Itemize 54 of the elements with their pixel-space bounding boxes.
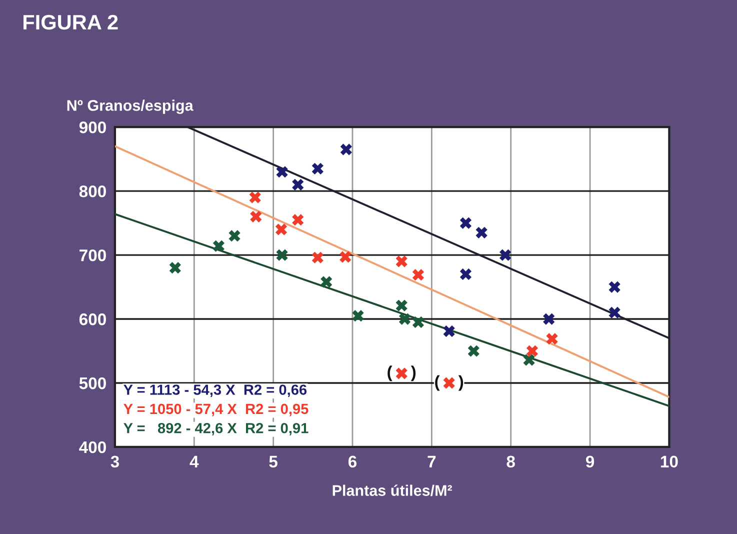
point [212, 240, 224, 252]
point [543, 313, 555, 325]
y-tick-label: 900 [79, 121, 106, 134]
point [312, 252, 324, 264]
point [275, 224, 288, 236]
annotation: Y = 1113 - 54,3 X R2 = 0,66 [124, 384, 307, 398]
y-tick-label: 700 [80, 249, 106, 262]
point [292, 178, 304, 190]
point [608, 281, 620, 293]
annotation: ( ) [388, 366, 416, 382]
y-tick-label: 400 [79, 441, 106, 454]
y-tick-label: 500 [79, 377, 106, 390]
annotation: Y = 1050 - 57,4 X R2 = 0,95 [124, 404, 308, 416]
y-tick-label: 800 [79, 185, 106, 198]
point [312, 162, 324, 174]
point [396, 300, 408, 312]
point [460, 268, 472, 280]
y-axis-title: Nº Granos/espiga [67, 100, 194, 114]
point [526, 345, 538, 357]
chart-title: FIGURA 2 [24, 14, 118, 30]
point [412, 269, 424, 281]
x-axis-title: Plantas útiles/M² [332, 484, 452, 496]
point [499, 249, 512, 261]
x-tick-label: 7 [428, 456, 436, 468]
x-tick-label: 9 [586, 456, 594, 468]
x-tick-label: 6 [348, 456, 357, 468]
point [276, 249, 288, 261]
point [546, 333, 558, 345]
point [292, 214, 304, 226]
point [340, 251, 352, 263]
point [608, 306, 620, 318]
y-tick-label: 600 [79, 313, 106, 326]
point [276, 166, 288, 178]
x-tick-label: 4 [190, 456, 199, 468]
point [250, 210, 262, 222]
x-tick-label: 8 [506, 456, 515, 468]
point [523, 354, 535, 366]
annotation: Y = 892 - 42,6 X R2 = 0,91 [124, 422, 308, 436]
point [228, 230, 240, 242]
point [249, 192, 261, 204]
point [169, 262, 181, 274]
point [412, 316, 424, 328]
point [320, 276, 332, 288]
point [396, 256, 408, 268]
point [460, 217, 472, 229]
point [443, 325, 455, 337]
point [352, 310, 364, 322]
x-tick-label: 5 [269, 456, 278, 468]
point [340, 144, 352, 156]
point [468, 345, 480, 357]
point [476, 226, 488, 238]
point [398, 313, 411, 325]
x-tick-label: 3 [110, 456, 120, 468]
x-tick-label: 10 [660, 456, 678, 468]
